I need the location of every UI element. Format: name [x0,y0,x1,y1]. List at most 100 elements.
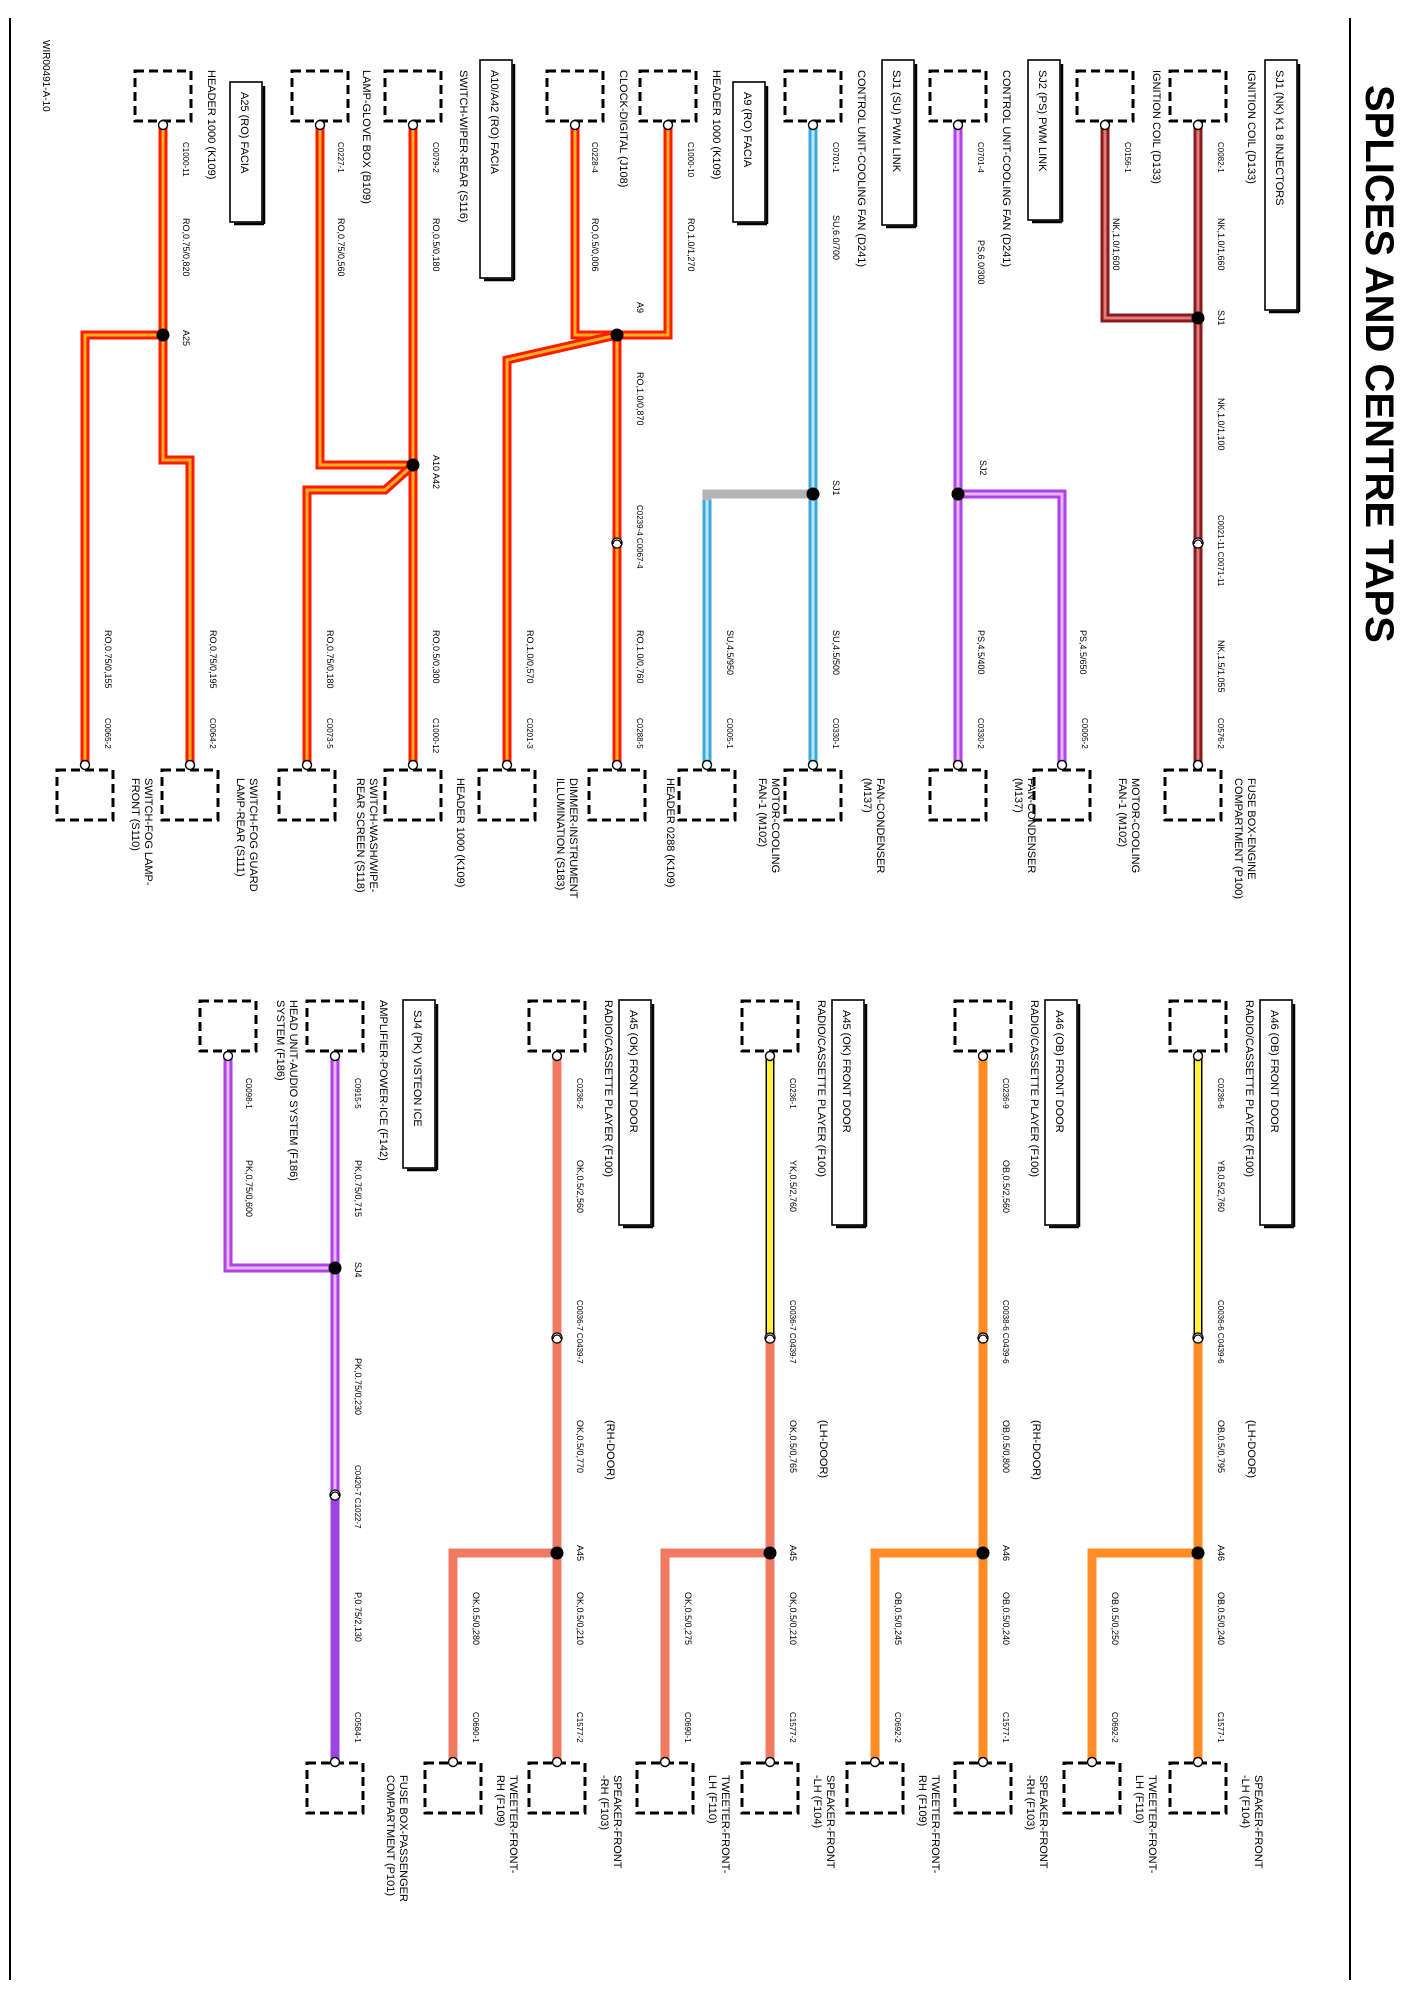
splice-label: A45 [788,1545,798,1561]
wire-a9-dimmer-stripe [505,333,618,765]
pin-terminal [1086,1756,1098,1768]
component-label: LAMP-GLOVE BOX (B109) [360,70,372,204]
connector [277,768,337,822]
door-note: (LH-DOOR) [1245,1420,1257,1478]
wire-a9-main-stripe [615,125,670,765]
wire-label: OK,0.5/0,770 [575,1420,585,1473]
circuit-title-front-door [1044,999,1078,1226]
wire-a9-dimmer [502,330,618,765]
pin-label: C0288-5 [635,718,644,749]
splice-label: SJ4 [353,1262,363,1278]
splice-label: A9 [635,302,645,313]
wire-label: RO,0.75/0,155 [103,630,113,689]
pin-label: C0692-2 [893,1712,902,1743]
pin-label: C0915-5 [353,1078,362,1109]
pin-label: C0576-2 [1216,718,1225,749]
splice-label: A45 [575,1545,585,1561]
connector [1168,999,1228,1053]
inline-connector-arc [1193,1334,1203,1340]
connector [953,1761,1013,1815]
pin-terminal [869,1756,881,1768]
connector [527,999,587,1053]
splice-node [806,487,820,501]
pin-terminal [222,1050,234,1062]
connector [1168,69,1228,123]
component-label: LAMP-REAR (S111) [234,778,246,877]
circuit-title-a9 [732,81,766,223]
wire-label: RO,0.5/0,300 [431,630,441,684]
splice-label: SJ1 [1216,310,1226,326]
wire-label: PK,0.75/0,715 [353,1160,363,1217]
pin-terminal [701,759,713,771]
circuit-title-sj1-su [881,59,915,226]
connector [305,1761,365,1815]
component-label: FAN-CONDENSER [1025,778,1037,873]
pin-terminal [807,759,819,771]
connector [290,69,350,123]
component-label: MOTOR-COOLING [769,778,781,873]
pin-label: C0073-5 [325,718,334,749]
component-label: RADIO/CASSETTE PLAYER (F100) [1028,1000,1040,1177]
wire-sj2-branch [958,489,1067,765]
wire-label: RO,1.0/0,570 [525,630,535,684]
connector [527,1761,587,1815]
splice-label: A25 [181,330,191,346]
connector [783,69,843,123]
circuit-title: SJ4 (PK) VISTEON ICE [411,1010,423,1127]
component-label: FAN-CONDENSER [874,778,886,873]
component-label: RADIO/CASSETTE PLAYER (F100) [815,1000,827,1177]
wire-label: RO,1.0/1,270 [686,218,696,272]
wire-label: OB,0.5/0,250 [1110,1592,1120,1645]
inline-connector-arc [765,1334,775,1340]
component-label: COMPARTMENT (P101) [384,1775,396,1896]
wire-label: OK,0.5/2,560 [575,1160,585,1213]
component-label: RH (F109) [494,1775,506,1826]
inline-label: C0036-6 C0439-6 [1216,1300,1225,1364]
splice-node [976,1546,990,1560]
wire-label: OB,0.5/0,800 [1001,1420,1011,1473]
splice-node [328,1261,342,1275]
component-label: HEADER 1000 (K109) [205,70,217,179]
component-label: SPEAKER-FRONT [1252,1775,1264,1869]
pin-terminal [952,119,964,131]
inline-connector-arc [612,539,622,545]
pin-terminal [551,1756,563,1768]
pin-label: C1000-11 [181,142,190,177]
wire-label: RO,0.5/0,180 [431,218,441,272]
connector [953,999,1013,1053]
splice-node [1191,1546,1205,1560]
component-label: FAN-1 (M102) [1116,778,1128,847]
inline-connector-arc [330,1491,340,1497]
pin-label: C0692-2 [1110,1712,1119,1743]
inline-connector-arc [552,1334,562,1340]
connector [740,1761,800,1815]
circuit-title: A46 (OB) FRONT DOOR [1053,1010,1065,1133]
pin-label: C0064-2 [208,718,217,749]
pin-label: C1577-2 [788,1712,797,1743]
wire-sj2-branch-stripe [958,492,1064,765]
splice-label: SJ2 [978,460,988,476]
pin-terminal [314,119,326,131]
component-label: SPEAKER-FRONT [611,1775,623,1869]
component-label: FUSE BOX-ENGINE [1245,778,1257,879]
drawing-code: WIR00491-A-10 [40,40,51,112]
component-label: SPEAKER-FRONT [824,1775,836,1869]
component-label: (M137) [861,778,873,813]
pin-label: C0156-1 [1123,142,1132,173]
wire-a25-branch [80,330,163,765]
pin-terminal [551,1050,563,1062]
pin-terminal [301,759,313,771]
wire-label: SU,4.5/500 [831,630,841,675]
pin-label: C0005-2 [1080,718,1089,749]
pin-terminal [977,1050,989,1062]
inline-label: C0036-7 C0439-7 [575,1300,584,1364]
splice-node [156,328,170,342]
component-label: CONTROL UNIT-COOLING FAN (D241) [1000,70,1012,267]
pin-terminal [407,759,419,771]
component-label: RH (F109) [916,1775,928,1826]
connector [1032,768,1092,822]
component-label: LH (F110) [706,1775,718,1824]
component-label: RADIO/CASSETTE PLAYER (F100) [602,1000,614,1177]
wire-sj1-nk-branch-stripe [1103,125,1198,320]
component-label: SWITCH-WIPER-REAR (S116) [457,70,469,223]
